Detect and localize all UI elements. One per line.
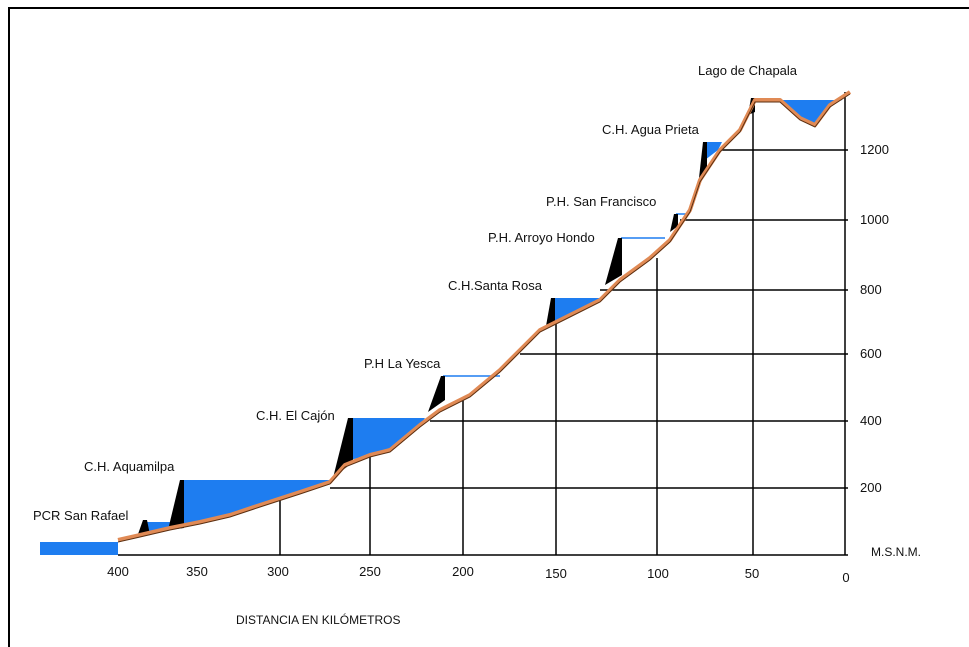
dam-label: P.H La Yesca bbox=[364, 356, 441, 371]
x-ticks: 400 350 300 250 200 150 100 50 0 bbox=[107, 564, 849, 585]
river-profile bbox=[117, 90, 852, 542]
y-tick-label: 800 bbox=[860, 282, 882, 297]
x-tick-label: 300 bbox=[267, 564, 289, 579]
dam-label: P.H. San Francisco bbox=[546, 194, 656, 209]
dam-label: P.H. Arroyo Hondo bbox=[488, 230, 595, 245]
dam-label: C.H. Agua Prieta bbox=[602, 122, 700, 137]
grid bbox=[118, 92, 848, 556]
dam-label: PCR San Rafael bbox=[33, 508, 128, 523]
y-ticks: M.S.N.M. 200 400 600 800 1000 1200 bbox=[860, 142, 921, 559]
lake-label: Lago de Chapala bbox=[698, 63, 798, 78]
y-tick-label: 200 bbox=[860, 480, 882, 495]
y-unit: M.S.N.M. bbox=[871, 545, 921, 559]
x-tick-label: 400 bbox=[107, 564, 129, 579]
river-profile-edge bbox=[117, 93, 851, 543]
y-tick-label: 600 bbox=[860, 346, 882, 361]
dam-label: C.H.Santa Rosa bbox=[448, 278, 543, 293]
x-axis-title: DISTANCIA EN KILÓMETROS bbox=[236, 612, 400, 627]
x-tick-label: 250 bbox=[359, 564, 381, 579]
x-tick-label: 150 bbox=[545, 566, 567, 581]
dam-label: C.H. Aquamilpa bbox=[84, 459, 175, 474]
x-tick-label: 100 bbox=[647, 566, 669, 581]
y-tick-label: 400 bbox=[860, 413, 882, 428]
dam-label: C.H. El Cajón bbox=[256, 408, 335, 423]
y-tick-label: 1200 bbox=[860, 142, 889, 157]
x-tick-label: 0 bbox=[842, 570, 849, 585]
y-tick-label: 1000 bbox=[860, 212, 889, 227]
x-tick-label: 200 bbox=[452, 564, 474, 579]
x-tick-label: 350 bbox=[186, 564, 208, 579]
x-tick-label: 50 bbox=[745, 566, 759, 581]
